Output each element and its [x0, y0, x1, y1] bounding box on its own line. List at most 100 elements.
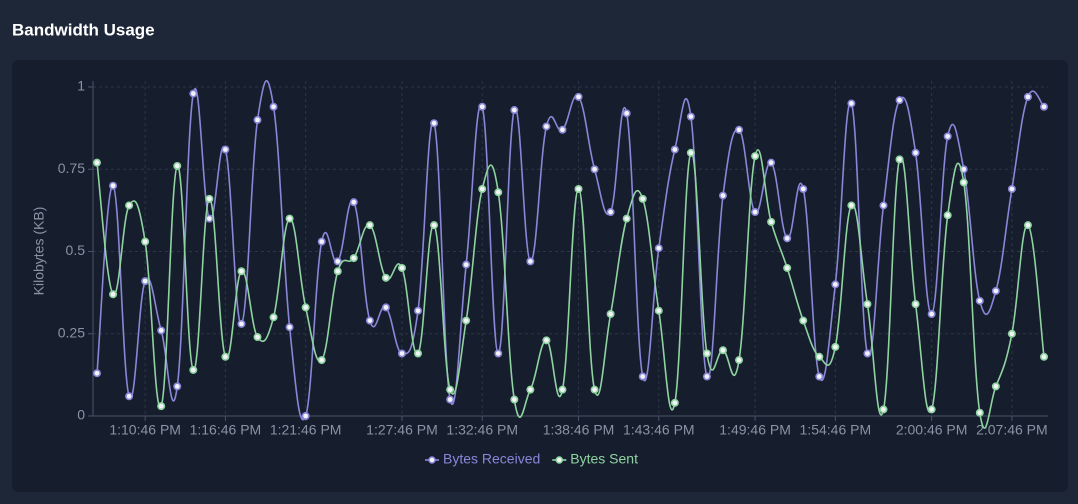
data-point [670, 145, 679, 154]
data-point [879, 201, 888, 210]
data-point [590, 385, 599, 394]
data-point [1007, 184, 1016, 193]
data-point [847, 99, 856, 108]
data-point [301, 411, 310, 420]
data-point [686, 148, 695, 157]
y-tick-label: 0.25 [58, 324, 85, 340]
data-point [542, 336, 551, 345]
data-point [414, 349, 423, 358]
data-point [221, 145, 230, 154]
data-point [590, 165, 599, 174]
data-point [1007, 329, 1016, 338]
data-point [799, 184, 808, 193]
data-point [301, 303, 310, 312]
data-point [574, 184, 583, 193]
data-point [959, 178, 968, 187]
data-point [686, 112, 695, 121]
data-point [735, 356, 744, 365]
data-point [365, 316, 374, 325]
data-point [670, 398, 679, 407]
data-point [494, 188, 503, 197]
x-tick-label: 2:00:46 PM [896, 422, 968, 438]
data-point [317, 356, 326, 365]
data-point [638, 194, 647, 203]
data-point [927, 310, 936, 319]
data-point [253, 115, 262, 124]
x-tick-label: 1:32:46 PM [446, 422, 518, 438]
data-point [446, 385, 455, 394]
data-point [815, 372, 824, 381]
data-point [718, 346, 727, 355]
data-point [397, 263, 406, 272]
x-tick-label: 2:07:46 PM [976, 422, 1048, 438]
data-point [221, 352, 230, 361]
data-point [606, 208, 615, 217]
chart-title: Bandwidth Usage [12, 20, 155, 39]
data-point [173, 382, 182, 391]
data-point [381, 273, 390, 282]
data-point [462, 316, 471, 325]
x-tick-label: 1:16:46 PM [190, 422, 262, 438]
x-tick-label: 1:27:46 PM [366, 422, 438, 438]
data-point [285, 323, 294, 332]
data-point [654, 244, 663, 253]
data-point [702, 349, 711, 358]
y-tick-label: 0.75 [58, 160, 85, 176]
data-point [606, 310, 615, 319]
data-point [1023, 92, 1032, 101]
y-tick-label: 0.5 [66, 242, 86, 258]
data-point [1040, 102, 1049, 111]
data-point [510, 106, 519, 115]
x-tick-label: 1:38:46 PM [543, 422, 615, 438]
data-point [253, 333, 262, 342]
x-tick-label: 1:10:46 PM [109, 422, 181, 438]
x-tick-label: 1:21:46 PM [270, 422, 342, 438]
data-point [863, 349, 872, 358]
y-axis-label: Kilobytes (KB) [31, 207, 47, 296]
data-point [446, 395, 455, 404]
data-point [237, 267, 246, 276]
y-tick-label: 1 [77, 78, 85, 94]
data-point [526, 385, 535, 394]
data-point [1040, 352, 1049, 361]
data-point [943, 211, 952, 220]
data-point [991, 382, 1000, 391]
data-point [815, 352, 824, 361]
y-tick-label: 0 [77, 407, 85, 423]
data-point [478, 184, 487, 193]
data-point [783, 234, 792, 243]
data-point [879, 405, 888, 414]
data-point [414, 306, 423, 315]
data-point [125, 201, 134, 210]
data-point [205, 214, 214, 223]
data-point [269, 313, 278, 322]
legend-label: Bytes Sent [570, 451, 638, 467]
data-point [1023, 221, 1032, 230]
data-point [269, 102, 278, 111]
legend-marker [428, 456, 436, 464]
data-point [654, 306, 663, 315]
data-point [462, 260, 471, 269]
data-point [895, 96, 904, 105]
data-point [831, 280, 840, 289]
data-point [430, 221, 439, 230]
data-point [317, 237, 326, 246]
data-point [718, 191, 727, 200]
data-point [205, 194, 214, 203]
data-point [751, 152, 760, 161]
data-point [751, 208, 760, 217]
data-point [510, 395, 519, 404]
data-point [767, 158, 776, 167]
data-point [991, 286, 1000, 295]
card [12, 60, 1068, 492]
data-point [365, 221, 374, 230]
legend-label: Bytes Received [443, 451, 540, 467]
data-point [735, 125, 744, 134]
data-point [333, 267, 342, 276]
data-point [157, 326, 166, 335]
data-point [702, 372, 711, 381]
x-tick-label: 1:54:46 PM [800, 422, 872, 438]
data-point [430, 119, 439, 128]
data-point [542, 122, 551, 131]
